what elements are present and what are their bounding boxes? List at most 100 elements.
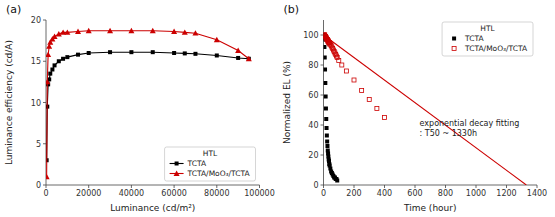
x-label: Luminance (cd/m²) bbox=[110, 203, 195, 213]
y-tick: 40 bbox=[308, 121, 323, 130]
marker bbox=[183, 51, 187, 55]
y-tick: 0 bbox=[36, 181, 46, 190]
y-tick-mark bbox=[321, 125, 324, 126]
marker bbox=[246, 56, 252, 61]
x-tick-mark bbox=[506, 185, 507, 188]
y-tick: 80 bbox=[308, 61, 323, 70]
y-tick-mark bbox=[321, 185, 324, 186]
x-tick: 100000 bbox=[244, 185, 275, 198]
y-tick: 100 bbox=[303, 31, 323, 40]
y-tick-label: 20 bbox=[31, 16, 41, 25]
x-tick-label: 400 bbox=[377, 189, 392, 198]
marker bbox=[325, 134, 329, 138]
marker bbox=[50, 68, 54, 72]
marker bbox=[324, 95, 328, 99]
x-tick: 200 bbox=[346, 185, 361, 198]
x-tick: 600 bbox=[407, 185, 422, 198]
x-tick-mark bbox=[88, 185, 89, 188]
marker bbox=[150, 28, 156, 33]
legend-title: HTL bbox=[203, 149, 218, 158]
x-tick: 60000 bbox=[161, 185, 186, 198]
marker bbox=[87, 51, 91, 55]
marker bbox=[65, 55, 69, 59]
y-tick: 10 bbox=[31, 99, 46, 108]
y-tick-label: 40 bbox=[308, 121, 318, 130]
marker bbox=[192, 30, 198, 35]
y-tick: 0 bbox=[313, 181, 323, 190]
y-tick-label: 60 bbox=[308, 91, 318, 100]
marker bbox=[335, 56, 339, 60]
x-tick-mark bbox=[415, 185, 416, 188]
marker bbox=[324, 56, 327, 60]
marker bbox=[75, 29, 81, 34]
marker bbox=[344, 69, 348, 73]
y-tick: 60 bbox=[308, 91, 323, 100]
marker bbox=[129, 50, 133, 54]
y-label: Luminance efficiency (cd/A) bbox=[4, 40, 14, 165]
x-tick-label: 200 bbox=[346, 189, 361, 198]
y-tick-label: 15 bbox=[31, 57, 41, 66]
x-tick: 1000 bbox=[466, 185, 486, 198]
marker bbox=[324, 107, 328, 111]
y-tick-mark bbox=[43, 61, 46, 62]
y-tick-label: 0 bbox=[36, 181, 41, 190]
y-tick-mark bbox=[321, 95, 324, 96]
x-tick: 1200 bbox=[496, 185, 516, 198]
x-tick-mark bbox=[354, 185, 355, 188]
y-tick-mark bbox=[43, 185, 46, 186]
series-line bbox=[47, 52, 249, 160]
annotation: exponential decay fitting: T50 ~ 1330h bbox=[420, 119, 520, 138]
x-tick: 40000 bbox=[119, 185, 144, 198]
marker bbox=[64, 29, 70, 34]
figure: (a)02000040000600008000010000005101520Lu… bbox=[0, 0, 555, 217]
marker bbox=[48, 72, 52, 76]
marker bbox=[335, 179, 339, 183]
y-tick: 20 bbox=[31, 16, 46, 25]
marker bbox=[108, 50, 112, 54]
marker bbox=[235, 48, 241, 53]
panel: (b)0200400600800100012001400020406080100… bbox=[282, 3, 548, 213]
annotation-line: exponential decay fitting bbox=[420, 119, 520, 128]
x-tick: 0 bbox=[321, 185, 326, 198]
marker bbox=[46, 79, 50, 84]
legend-label: TCTA/MoO₃/TCTA bbox=[464, 44, 528, 53]
marker bbox=[53, 63, 57, 67]
x-tick-label: 100000 bbox=[244, 189, 275, 198]
y-tick-label: 5 bbox=[36, 140, 41, 149]
y-tick-label: 10 bbox=[31, 99, 41, 108]
legend-marker bbox=[452, 37, 456, 41]
marker bbox=[325, 144, 329, 148]
y-tick-label: 80 bbox=[308, 61, 318, 70]
x-tick-label: 0 bbox=[321, 189, 326, 198]
y-tick-label: 20 bbox=[308, 151, 318, 160]
marker bbox=[46, 52, 51, 57]
marker bbox=[107, 28, 113, 33]
x-tick-label: 1400 bbox=[527, 189, 547, 198]
y-tick-label: 100 bbox=[303, 31, 318, 40]
y-label: Normalized EL (%) bbox=[282, 61, 292, 144]
y-tick-mark bbox=[43, 102, 46, 103]
y-tick-mark bbox=[321, 65, 324, 66]
x-tick-mark bbox=[131, 185, 132, 188]
legend: HTLTCTATCTA/MoO₃/TCTA bbox=[165, 147, 256, 181]
x-tick-mark bbox=[216, 185, 217, 188]
marker bbox=[325, 140, 329, 144]
legend-box bbox=[165, 147, 256, 181]
y-tick-label: 0 bbox=[313, 181, 318, 190]
title: (a) bbox=[6, 3, 21, 16]
marker bbox=[57, 59, 61, 63]
marker bbox=[151, 50, 155, 54]
x-tick: 800 bbox=[438, 185, 453, 198]
x-axis bbox=[324, 185, 538, 186]
x-tick-mark bbox=[445, 185, 446, 188]
marker bbox=[367, 98, 371, 102]
marker bbox=[236, 56, 240, 60]
marker bbox=[172, 51, 176, 55]
legend-marker bbox=[175, 162, 179, 166]
marker bbox=[352, 78, 356, 82]
marker bbox=[340, 63, 344, 67]
x-axis bbox=[46, 185, 260, 186]
x-tick-mark bbox=[537, 185, 538, 188]
marker bbox=[214, 37, 220, 42]
marker bbox=[86, 28, 92, 33]
